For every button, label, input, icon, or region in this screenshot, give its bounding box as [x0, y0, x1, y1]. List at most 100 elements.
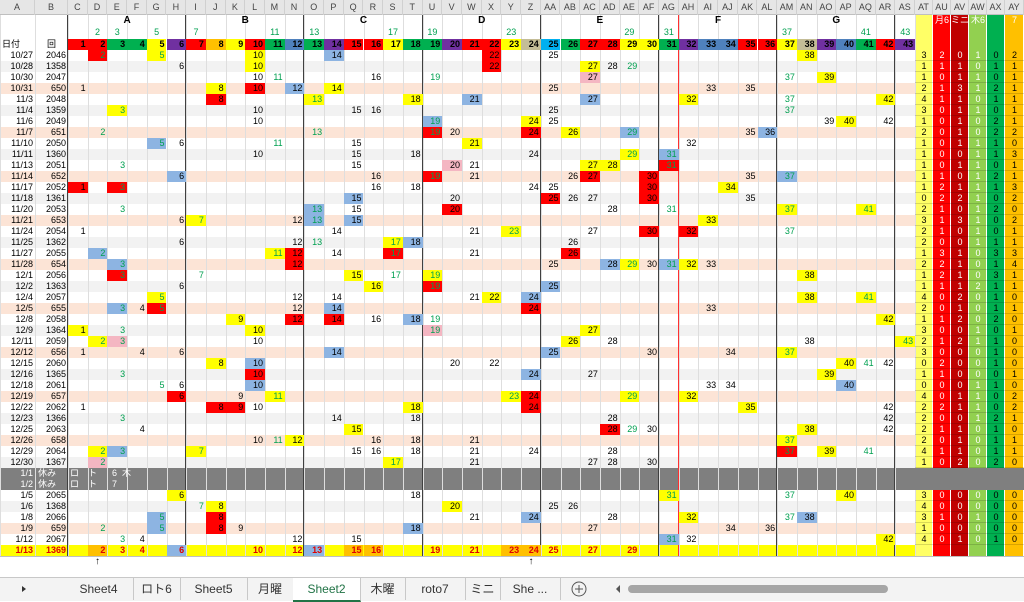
column-header[interactable]: B	[35, 0, 68, 15]
column-header[interactable]: S	[383, 0, 403, 15]
column-header[interactable]: Z	[521, 0, 541, 15]
summary-cell: 1	[1005, 116, 1024, 127]
column-header[interactable]: Y	[501, 0, 522, 15]
column-header[interactable]: AO	[817, 0, 837, 15]
column-header[interactable]: U	[423, 0, 443, 15]
column-header[interactable]: T	[403, 0, 423, 15]
number-cell: 7	[198, 270, 204, 280]
date-cell: 12/18	[10, 380, 33, 390]
summary-cell: 1	[969, 171, 987, 182]
number-cell: 40	[836, 116, 856, 127]
column-header[interactable]: AG	[659, 0, 679, 15]
column-header[interactable]: AQ	[856, 0, 876, 15]
sheet-tab[interactable]: roto7	[405, 578, 466, 600]
column-header[interactable]: AE	[620, 0, 640, 15]
column-header[interactable]: AM	[777, 0, 797, 15]
column-header[interactable]: C	[68, 0, 88, 15]
column-header[interactable]: N	[285, 0, 305, 15]
grid-line	[225, 15, 227, 556]
summary-cell: 1	[1005, 435, 1024, 446]
column-header[interactable]: D	[88, 0, 108, 15]
grid-line	[343, 15, 345, 556]
grid-line	[68, 15, 69, 556]
number-cell: 29	[619, 259, 640, 270]
number-cell: 14	[324, 314, 344, 325]
number-cell: 3	[107, 105, 128, 116]
column-header[interactable]: AA	[541, 0, 561, 15]
sheet-tab[interactable]: She ...	[500, 578, 561, 600]
summary-cell: 1	[951, 270, 969, 281]
column-header[interactable]: F	[127, 0, 147, 15]
column-header[interactable]: P	[324, 0, 344, 15]
column-header[interactable]: G	[147, 0, 167, 15]
column-header[interactable]: AW	[969, 0, 987, 15]
column-header[interactable]: AB	[561, 0, 581, 15]
column-header[interactable]: AX	[987, 0, 1005, 15]
column-header[interactable]: K	[226, 0, 246, 15]
round-cell: 2047	[45, 72, 66, 82]
column-header[interactable]: AH	[679, 0, 699, 15]
column-header[interactable]: L	[245, 0, 265, 15]
summary-cell: 0	[933, 105, 951, 116]
column-header[interactable]: AR	[876, 0, 896, 15]
column-header[interactable]: V	[442, 0, 462, 15]
sheet-tab[interactable]: 木曜	[360, 578, 406, 600]
column-header[interactable]: AU	[933, 0, 951, 15]
add-sheet-button[interactable]	[568, 578, 590, 600]
column-header[interactable]: AS	[895, 0, 916, 15]
column-header[interactable]: I	[186, 0, 206, 15]
round-cell: 1361	[45, 193, 66, 203]
summary-cell: 3	[915, 215, 933, 226]
date-cell: 12/30	[10, 457, 33, 467]
number-cell: 15	[343, 193, 364, 204]
column-header[interactable]: AP	[836, 0, 856, 15]
column-header[interactable]: AL	[758, 0, 778, 15]
column-header[interactable]: J	[206, 0, 226, 15]
number-cell: 27	[587, 226, 598, 236]
column-header[interactable]: W	[462, 0, 482, 15]
horizontal-scrollbar[interactable]	[612, 578, 1012, 600]
column-header[interactable]: AV	[951, 0, 969, 15]
sheet-tab[interactable]: ロト6	[133, 578, 181, 600]
grid-line	[205, 15, 207, 556]
column-header[interactable]: E	[107, 0, 128, 15]
grid-line	[856, 15, 857, 556]
number-cell: 24	[521, 127, 541, 138]
summary-cell: 0	[951, 523, 969, 534]
prime-label: 41	[860, 27, 871, 37]
sheet-tab[interactable]: ミニ	[465, 578, 501, 600]
row-background	[0, 369, 915, 380]
column-header[interactable]: AK	[738, 0, 758, 15]
number-header: 20	[442, 39, 462, 50]
date-cell: 1/9	[20, 523, 33, 533]
date-cell: 11/17	[11, 182, 33, 192]
number-cell: 24	[521, 303, 541, 314]
column-header[interactable]: AY	[1005, 0, 1024, 15]
column-header[interactable]: AD	[600, 0, 620, 15]
number-cell: 38	[796, 292, 817, 303]
number-cell: 30	[646, 457, 657, 467]
column-header[interactable]: AJ	[718, 0, 738, 15]
sheet-tab[interactable]: Sheet5	[180, 578, 248, 600]
column-header[interactable]: M	[265, 0, 285, 15]
sheet-tab[interactable]: Sheet2	[293, 578, 361, 602]
number-cell: 11	[273, 138, 283, 148]
number-cell: 33	[706, 259, 717, 269]
column-header[interactable]: AI	[698, 0, 719, 15]
column-header[interactable]: AN	[797, 0, 817, 15]
column-header[interactable]: R	[364, 0, 384, 15]
column-header[interactable]: AF	[639, 0, 659, 15]
column-header[interactable]: H	[167, 0, 187, 15]
column-header[interactable]: X	[482, 0, 502, 15]
summary-cell: 0	[969, 369, 987, 380]
summary-cell: 0	[933, 347, 951, 358]
column-header[interactable]: A	[0, 0, 35, 15]
number-cell: 9	[238, 391, 244, 401]
column-header[interactable]: O	[304, 0, 325, 15]
column-header[interactable]: AT	[915, 0, 933, 15]
sheet-tab[interactable]: Sheet4	[64, 578, 134, 600]
sheet-tab[interactable]: 月曜	[247, 578, 294, 600]
tab-nav[interactable]	[0, 578, 60, 600]
column-header[interactable]: Q	[344, 0, 364, 15]
column-header[interactable]: AC	[580, 0, 600, 15]
